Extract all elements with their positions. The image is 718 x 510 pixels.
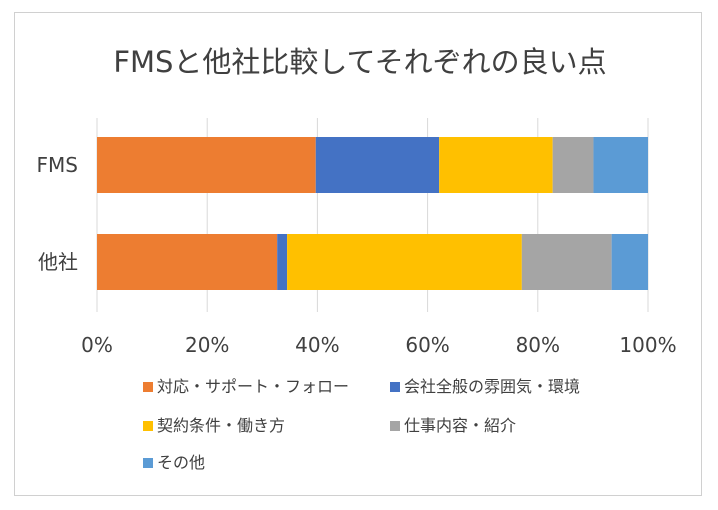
x-axis-ticks: 0% 20% 40% 60% 80% 100% (81, 333, 676, 357)
x-tick-label: 20% (185, 333, 229, 357)
bar-segment (439, 137, 553, 193)
legend-label: 契約条件・働き方 (157, 416, 285, 435)
legend-label: 会社全般の雰囲気・環境 (404, 377, 580, 396)
legend-label: その他 (157, 453, 205, 472)
legend-swatch (143, 458, 153, 468)
legend-swatch (143, 421, 153, 431)
bar-segment (97, 234, 278, 290)
legend-swatch (390, 382, 400, 392)
chart-title: FMSと他社比較してそれぞれの良い点 (113, 45, 606, 79)
legend-swatch (143, 382, 153, 392)
bar-segment (315, 137, 440, 193)
legend-label: 対応・サポート・フォロー (157, 377, 349, 396)
x-tick-label: 40% (295, 333, 339, 357)
bar-area (97, 137, 648, 290)
x-tick-label: 60% (405, 333, 449, 357)
bar-segment (552, 137, 594, 193)
category-labels: FMS 他社 (37, 153, 78, 274)
x-tick-label: 100% (619, 333, 676, 357)
bar-segment (277, 234, 288, 290)
legend-swatch (390, 421, 400, 431)
bar-segment (611, 234, 648, 290)
legend-label: 仕事内容・紹介 (404, 416, 516, 435)
category-label: 他社 (38, 250, 78, 274)
bar-segment (521, 234, 612, 290)
bar-segment (97, 137, 316, 193)
x-tick-label: 80% (516, 333, 560, 357)
x-tick-label: 0% (81, 333, 113, 357)
bar-segment (593, 137, 648, 193)
bar-segment (287, 234, 522, 290)
category-label: FMS (37, 153, 78, 177)
